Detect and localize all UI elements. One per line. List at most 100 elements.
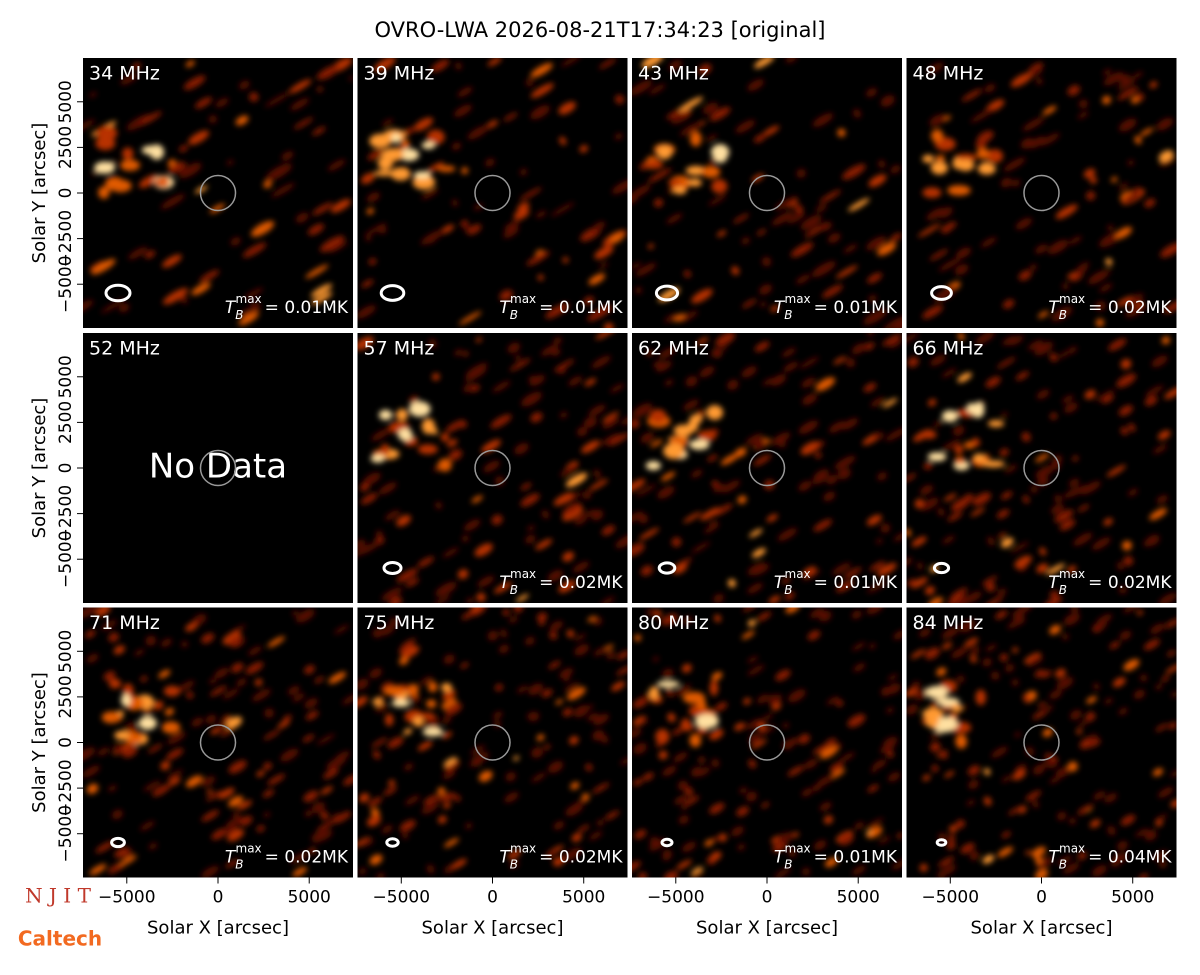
emission-blob (713, 483, 725, 493)
emission-blob (1034, 869, 1049, 878)
emission-blob (100, 299, 125, 314)
emission-blob (736, 806, 749, 817)
emission-blob (1054, 509, 1074, 523)
emission-blob (589, 479, 609, 491)
emission-blob (997, 846, 1014, 858)
emission-blob (632, 80, 653, 96)
tmax-label: TBmax = 0.02MK (225, 841, 349, 871)
source-blob (697, 430, 716, 442)
emission-blob (1063, 487, 1081, 499)
emission-blob (1018, 270, 1032, 281)
emission-blob (158, 669, 171, 679)
emission-blob (1123, 659, 1140, 671)
emission-blob (824, 857, 838, 868)
emission-blob (477, 575, 495, 588)
emission-blob (555, 699, 564, 705)
emission-blob (1165, 664, 1177, 674)
emission-blob (1012, 769, 1026, 781)
emission-blob (1077, 851, 1088, 860)
emission-blob (621, 416, 628, 426)
emission-blob (499, 644, 509, 654)
emission-blob (263, 180, 272, 189)
emission-blob (946, 841, 956, 850)
emission-blob (460, 662, 469, 669)
emission-blob (1077, 111, 1089, 119)
source-blob (973, 453, 986, 463)
emission-blob (615, 534, 628, 549)
emission-blob (632, 511, 643, 523)
emission-blob (577, 824, 590, 833)
source-blob (421, 141, 436, 150)
emission-blob (800, 441, 820, 455)
emission-blob (1134, 301, 1143, 308)
emission-blob (262, 789, 275, 798)
emission-blob (1164, 618, 1177, 629)
emission-blob (705, 839, 714, 847)
emission-blob (239, 815, 253, 826)
source-blob (95, 125, 118, 141)
emission-blob (923, 461, 933, 470)
emission-blob (1062, 395, 1074, 404)
emission-blob (307, 223, 325, 236)
emission-blob (882, 333, 902, 347)
emission-blob (787, 765, 804, 777)
tmax-value: = 0.01MK (814, 298, 898, 318)
emission-blob (1068, 817, 1076, 825)
emission-blob (491, 514, 503, 525)
emission-blob (231, 662, 244, 673)
emission-blob (614, 133, 623, 140)
emission-blob (889, 339, 902, 348)
emission-blob (876, 538, 883, 544)
tmax-sub: B (1059, 857, 1067, 871)
emission-blob (683, 795, 700, 806)
emission-blob (715, 333, 736, 347)
emission-blob (527, 525, 535, 532)
emission-blob (782, 739, 795, 750)
emission-blob (250, 221, 275, 237)
emission-blob (1149, 508, 1168, 521)
emission-blob (370, 807, 380, 818)
emission-blob (295, 212, 309, 223)
emission-blob (743, 697, 751, 705)
emission-blob (1157, 787, 1174, 798)
emission-blob (227, 829, 245, 842)
emission-blob (475, 337, 483, 343)
emission-blob (926, 207, 945, 221)
emission-blob (160, 638, 172, 647)
emission-blob (505, 772, 516, 782)
emission-blob (916, 562, 924, 570)
emission-blob (1170, 770, 1177, 778)
emission-blob (788, 689, 806, 703)
emission-blob (886, 707, 894, 714)
emission-blob (1093, 683, 1100, 691)
tmax-value: = 0.02MK (539, 573, 623, 593)
emission (357, 58, 628, 328)
emission-blob (443, 802, 451, 809)
source-blob (922, 708, 944, 720)
emission-blob (718, 833, 727, 842)
emission-blob (983, 768, 991, 776)
emission-blob (441, 731, 453, 739)
emission-blob (574, 633, 586, 642)
emission-blob (443, 757, 458, 767)
emission-blob (1120, 814, 1136, 826)
frequency-label: 80 MHz (638, 612, 709, 634)
emission-blob (1092, 865, 1107, 877)
emission-blob (962, 493, 974, 503)
emission-blob (715, 702, 728, 712)
emission-blob (987, 536, 995, 546)
source-blob (986, 149, 1004, 164)
source-blob (701, 165, 721, 178)
emission-blob (646, 350, 654, 357)
source-blob (690, 131, 702, 147)
emission-blob (762, 125, 780, 137)
emission-blob (139, 111, 162, 126)
emission-blob (616, 665, 628, 676)
emission-blob (685, 787, 694, 796)
emission-blob (357, 678, 369, 690)
emission-blob (866, 236, 887, 251)
emission-blob (967, 765, 981, 776)
emission-blob (706, 134, 718, 142)
x-tick-label: 5000 (837, 888, 880, 908)
emission-blob (981, 575, 998, 586)
